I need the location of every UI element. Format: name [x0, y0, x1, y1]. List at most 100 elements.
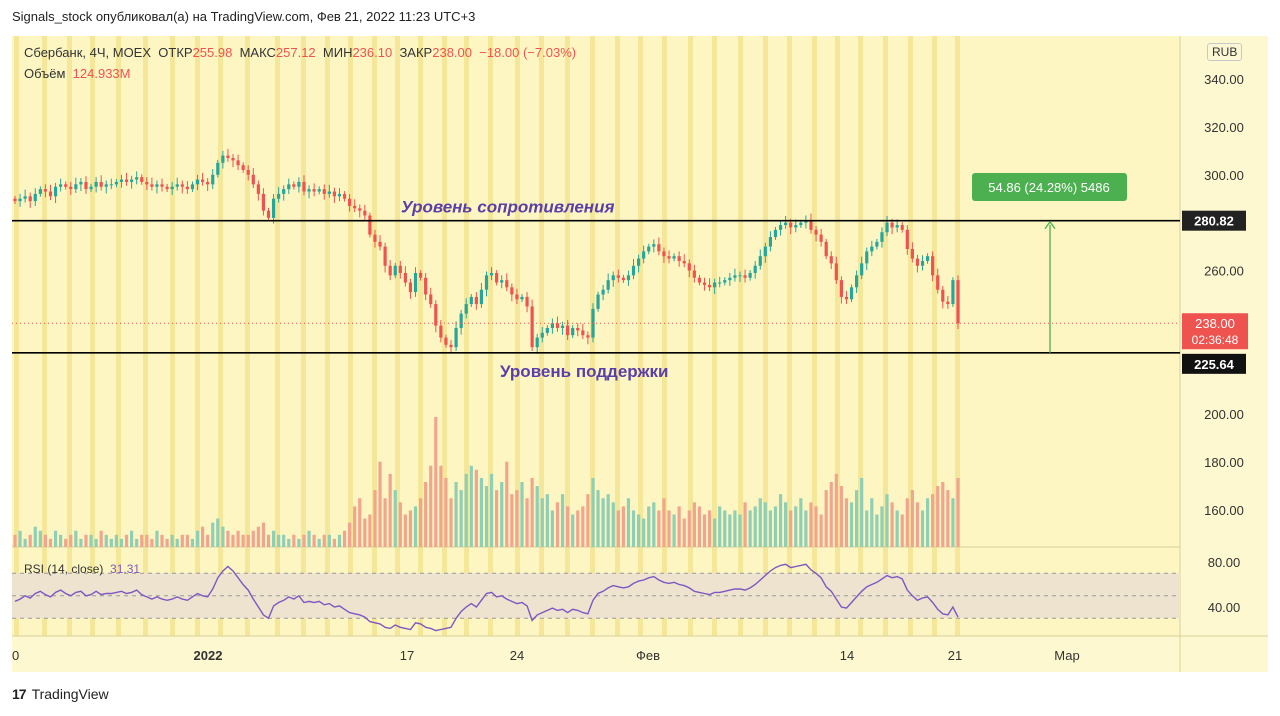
volume-bar: [915, 502, 920, 547]
candle: [652, 244, 656, 247]
volume-bar: [667, 510, 671, 547]
rsi-line: [14, 563, 959, 632]
candle: [713, 282, 717, 288]
candle: [738, 275, 742, 277]
volume-bar: [520, 482, 524, 547]
candle: [773, 229, 778, 238]
grid-stripe: [275, 36, 280, 636]
volume-bar: [64, 538, 68, 547]
candle: [621, 277, 625, 281]
volume-bar: [231, 534, 235, 547]
chart-area[interactable]: Уровень сопротивления Уровень поддержки 54…: [12, 36, 1268, 672]
volume-bar: [135, 538, 139, 547]
candle: [667, 256, 671, 259]
volume-bar: [398, 502, 402, 547]
grid-stripe: [325, 36, 330, 636]
volume-bar: [860, 477, 864, 547]
candle: [571, 328, 575, 336]
currency-button[interactable]: RUB: [1207, 43, 1243, 61]
candle: [28, 196, 32, 202]
candle: [626, 275, 631, 281]
volume-bar: [895, 510, 899, 547]
volume-bar: [692, 502, 696, 547]
grid-stripe: [67, 36, 72, 636]
candle: [195, 179, 200, 185]
candle: [363, 210, 367, 216]
time-tick-label: 17: [400, 648, 414, 663]
volume-bar: [18, 530, 22, 547]
volume-bar: [190, 538, 195, 547]
volume-bar: [353, 506, 357, 547]
volume-bar: [789, 510, 793, 547]
candle: [581, 330, 585, 336]
tradingview-wordmark: TradingView: [31, 686, 109, 702]
chart-svg[interactable]: Уровень сопротивления Уровень поддержки 54…: [12, 36, 1268, 672]
volume-bar: [317, 538, 321, 547]
volume-bar: [870, 498, 874, 547]
candle: [282, 189, 286, 194]
candle: [297, 181, 301, 187]
volume-bar: [74, 530, 78, 547]
volume-bar: [794, 506, 798, 547]
resistance-annotation: Уровень сопротивления: [401, 198, 614, 217]
candle: [753, 265, 757, 273]
candle: [682, 260, 686, 264]
grid-stripe: [738, 36, 743, 636]
resistance-price-tag: [1182, 210, 1246, 231]
volume-bar: [145, 534, 149, 547]
close-value: 238.00: [432, 45, 472, 60]
volume-bar: [363, 518, 367, 547]
volume-bar: [723, 510, 727, 547]
candle: [413, 272, 418, 293]
grid-stripe: [14, 36, 19, 636]
candle: [190, 184, 195, 190]
candle: [251, 174, 255, 185]
candle: [824, 241, 828, 257]
candle: [348, 198, 352, 206]
candle: [880, 232, 884, 242]
candle: [814, 229, 818, 235]
candle: [687, 263, 691, 271]
rsi-tick-label: 40.00: [1208, 600, 1241, 615]
grid-stripe: [116, 36, 121, 636]
candle: [809, 220, 813, 230]
volume-bar: [809, 502, 813, 547]
volume-bar: [104, 534, 108, 547]
volume-bar: [571, 514, 575, 547]
grid-stripe: [615, 36, 620, 636]
volume-bar: [119, 538, 124, 547]
candle: [403, 272, 407, 283]
volume-bar: [403, 514, 407, 547]
volume-bar: [738, 514, 742, 547]
volume-bar: [226, 530, 230, 547]
rsi-label[interactable]: RSI (14, close): [24, 562, 104, 576]
symbol-label[interactable]: Сбербанк, 4Ч, MOEX: [24, 45, 152, 60]
time-tick-label: 24: [510, 648, 524, 663]
volume-bar: [94, 538, 98, 547]
volume-bar: [454, 482, 458, 547]
volume-bar: [616, 510, 620, 547]
candle: [941, 289, 945, 302]
candle: [373, 234, 377, 242]
candle: [429, 294, 433, 305]
candle: [647, 246, 651, 252]
candle: [789, 222, 793, 228]
candle: [261, 193, 266, 211]
time-tick-label: 14: [840, 648, 854, 663]
candle: [327, 191, 331, 194]
candle: [616, 275, 620, 278]
candle: [545, 328, 549, 333]
candle: [586, 335, 590, 338]
volume-bar: [150, 538, 154, 547]
candle: [99, 181, 103, 187]
volume-bar: [621, 506, 625, 547]
candle: [64, 184, 68, 187]
volume-label[interactable]: Объём: [24, 66, 66, 81]
candle: [855, 275, 859, 288]
volume-bar: [591, 477, 595, 547]
volume-bar: [636, 514, 641, 547]
publication-info: Signals_stock опубликовал(а) на TradingV…: [12, 9, 476, 24]
candle: [155, 184, 159, 187]
candle: [566, 325, 570, 336]
volume-bar: [439, 465, 443, 547]
